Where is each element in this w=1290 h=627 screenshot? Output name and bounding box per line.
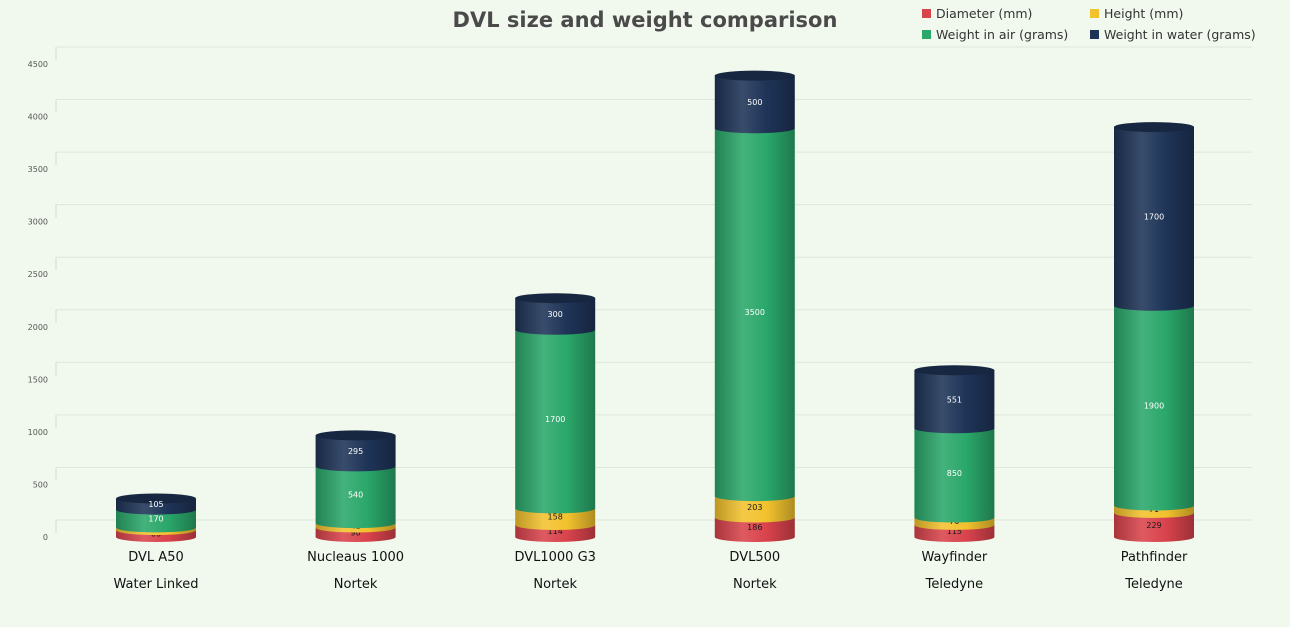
bar-group-1: 6625170105 [116,493,196,542]
data-label: 229 [1146,521,1161,530]
data-label: 500 [747,98,762,107]
y-tick-label: 3000 [28,218,48,227]
y-tick-label: 1000 [28,428,48,437]
bar-top-cap [1114,122,1194,133]
legend-swatch-4 [1090,30,1099,39]
y-tick-label: 0 [43,533,48,542]
data-label: 300 [548,310,563,319]
bar-segment [714,496,795,523]
legend-entry-2: Height (mm) [1104,6,1183,21]
x-tick-manufacturer: Nortek [334,577,378,592]
bar-segment [515,508,596,531]
bars: 6625170105904254029511415817003001862033… [116,70,1194,542]
bar-segment [315,466,396,529]
data-label: 170 [148,515,163,524]
bar-segment [315,435,396,472]
bar-segment [914,370,995,434]
bar-segment [714,75,795,134]
data-label: 540 [348,491,363,500]
legend-swatch-2 [1090,9,1099,18]
y-tick-label: 500 [33,480,48,489]
x-tick-manufacturer: Nortek [733,577,777,592]
chart-title: DVL size and weight comparison [453,8,838,32]
y-tick-label: 3500 [28,165,48,174]
bar-top-cap [315,430,396,441]
x-tick-label: Nucleaus 1000 [307,550,404,565]
bar-segment [1114,305,1194,511]
x-tick-label: Pathfinder [1121,550,1188,565]
data-label: 295 [348,447,363,456]
bar-segment [515,298,596,335]
data-label: 1700 [1144,212,1164,221]
bar-segment [914,428,995,523]
legend: Diameter (mm) Height (mm) Weight in air (g… [922,6,1256,42]
x-axis: DVL A50 Water Linked Nucleaus 1000 Nortek DV… [114,550,1188,592]
bar-group-2: 9042540295 [315,430,396,542]
bar-top-cap [714,70,795,81]
legend-entry-4: Weight in water (grams) [1104,27,1256,42]
data-label: 3500 [745,308,765,317]
x-tick-manufacturer: Teledyne [925,577,984,592]
data-label: 158 [548,513,563,522]
legend-swatch-3 [922,30,931,39]
bar-segment [714,128,795,502]
bar-segment [714,517,795,542]
legend-swatch-1 [922,9,931,18]
bar-segment [1114,127,1194,311]
y-tick-label: 2500 [28,270,48,279]
bar-group-3: 114 158 1700 300 [515,293,596,542]
bar-segment [116,509,196,533]
y-axis: 0 500 1000 1500 2000 2500 3000 3500 4000 4500 [28,60,48,542]
x-tick-manufacturer: Teledyne [1124,577,1183,592]
data-label: 1700 [545,415,565,424]
data-label: 551 [947,395,962,404]
data-label: 850 [947,469,962,478]
bar-group-4: 186 203 3500 500 [714,70,795,542]
y-tick-label: 4500 [28,60,48,69]
legend-entry-1: Diameter (mm) [936,6,1032,21]
bar-segment [1114,512,1194,542]
bar-top-cap [914,365,995,376]
data-label: 90 [351,528,361,537]
x-tick-label: DVL A50 [128,550,184,565]
y-tick-label: 4000 [28,113,48,122]
data-label: 115 [947,527,962,536]
data-label: 1900 [1144,402,1164,411]
x-tick-manufacturer: Nortek [533,577,577,592]
x-tick-label: DVL500 [729,550,780,565]
bar-group-6: 2297119001700 [1114,122,1194,542]
data-label: 203 [747,503,762,512]
bar-group-5: 11570850551 [914,365,995,542]
bar-segment [515,329,596,514]
data-label: 186 [747,523,762,532]
x-tick-label: Wayfinder [922,550,988,565]
legend-entry-3: Weight in air (grams) [936,27,1068,42]
bar-top-cap [116,493,196,504]
x-tick-label: DVL1000 G3 [514,550,595,565]
y-tick-label: 1500 [28,375,48,384]
grid [55,46,1252,533]
data-label: 114 [548,527,563,536]
data-label: 105 [148,500,163,509]
bar-top-cap [515,293,596,304]
y-tick-label: 2000 [28,323,48,332]
x-tick-manufacturer: Water Linked [114,577,199,592]
